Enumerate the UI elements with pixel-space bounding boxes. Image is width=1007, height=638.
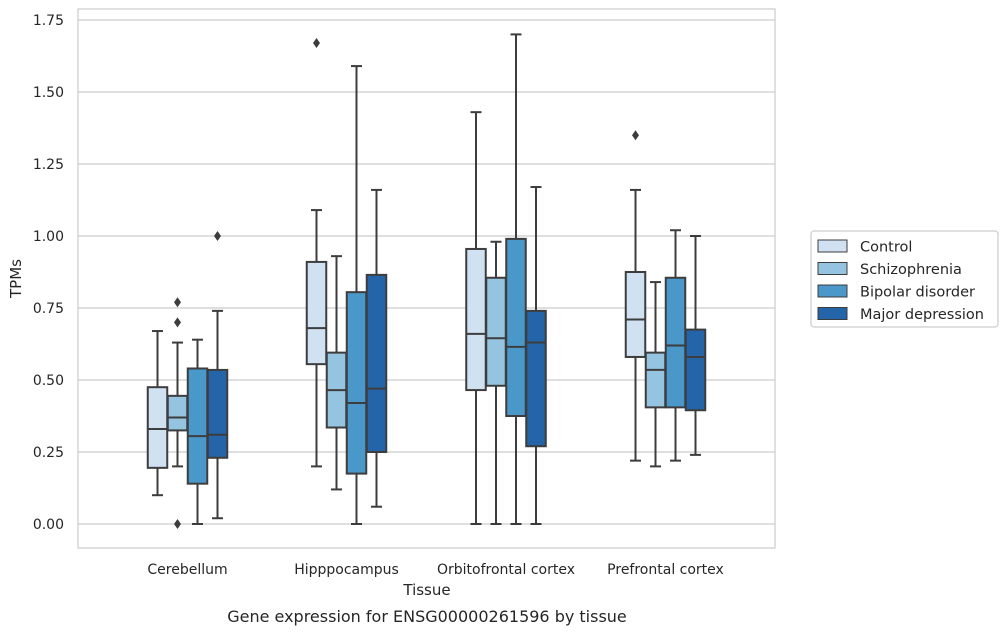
box-schizophrenia (325, 255, 348, 491)
box-iqr (644, 351, 667, 409)
outlier-point (313, 38, 320, 49)
outlier-point (174, 317, 181, 328)
box-iqr (206, 368, 229, 459)
y-tick-label: 0.75 (33, 301, 64, 317)
y-axis-title: TPMs (7, 259, 25, 299)
box-bipolar-disorder (345, 65, 368, 525)
x-axis-title: Tissue (402, 581, 450, 599)
box-iqr (345, 291, 368, 475)
y-tick-label: 1.75 (33, 13, 64, 29)
plot-frame (77, 8, 776, 549)
box-schizophrenia (644, 281, 667, 468)
box-control (624, 130, 647, 462)
y-tick-label: 0.50 (33, 373, 64, 389)
y-tick-label: 1.50 (33, 85, 64, 101)
x-tick-label: Orbitofrontal cortex (437, 562, 575, 578)
box-bipolar-disorder (186, 338, 209, 525)
legend-item: Control (817, 239, 912, 256)
box-iqr (146, 386, 169, 469)
box-iqr (664, 276, 687, 409)
box-major-depression (684, 235, 707, 456)
box-major-depression (206, 231, 229, 520)
outlier-point (174, 297, 181, 308)
legend-label: Control (860, 240, 912, 256)
legend-swatch (817, 307, 848, 320)
y-tick-label: 1.25 (33, 157, 64, 173)
box-iqr (365, 273, 388, 453)
y-tick-label: 0.25 (33, 445, 64, 461)
x-tick-labels: Cerebellum Hipppocampus Orbitofrontal cort… (147, 562, 723, 578)
box-bipolar-disorder (505, 33, 527, 525)
legend-label: Major depression (860, 307, 984, 323)
box-control (465, 111, 487, 525)
x-tick-label: Prefrontal cortex (607, 562, 724, 578)
legend-item: Bipolar disorder (817, 284, 975, 301)
legend-item: Schizophrenia (817, 262, 962, 278)
legend-swatch (817, 284, 848, 298)
legend-label: Schizophrenia (860, 262, 962, 278)
box-plot-boxes (146, 33, 707, 529)
x-tick-label: Cerebellum (147, 562, 227, 578)
outlier-point (632, 130, 639, 141)
box-major-depression (365, 188, 388, 508)
legend-swatch (817, 262, 848, 275)
box-iqr (505, 237, 527, 417)
outlier-point (174, 519, 181, 529)
legend-frame (810, 230, 999, 328)
grid-lines (78, 19, 775, 525)
box-schizophrenia (166, 297, 189, 529)
legend-item: Major depression (817, 307, 984, 323)
box-iqr (305, 260, 328, 366)
box-iqr (485, 276, 507, 387)
x-tick-label: Hipppocampus (294, 562, 399, 578)
box-schizophrenia (485, 240, 507, 525)
box-iqr (186, 367, 209, 485)
box-iqr (525, 309, 547, 448)
box-iqr (684, 328, 707, 412)
y-tick-label: 1.00 (33, 229, 64, 245)
legend-swatch (817, 239, 848, 253)
box-major-depression (525, 186, 547, 525)
box-iqr (465, 247, 487, 392)
y-tick-label: 0.00 (33, 517, 64, 533)
box-iqr (166, 394, 189, 432)
box-control (146, 330, 169, 497)
outlier-point (214, 231, 221, 241)
box-bipolar-disorder (664, 229, 687, 462)
legend-label: Bipolar disorder (860, 285, 975, 301)
box-iqr (624, 271, 647, 358)
y-tick-labels: 0.00 0.25 0.50 0.75 1.00 1.25 1.50 1.75 (33, 13, 64, 533)
chart-caption: Gene expression for ENSG00000261596 by t… (227, 607, 627, 626)
legend: Control Schizophrenia Bipolar disorder Majo… (810, 230, 999, 328)
box-control (305, 38, 328, 468)
